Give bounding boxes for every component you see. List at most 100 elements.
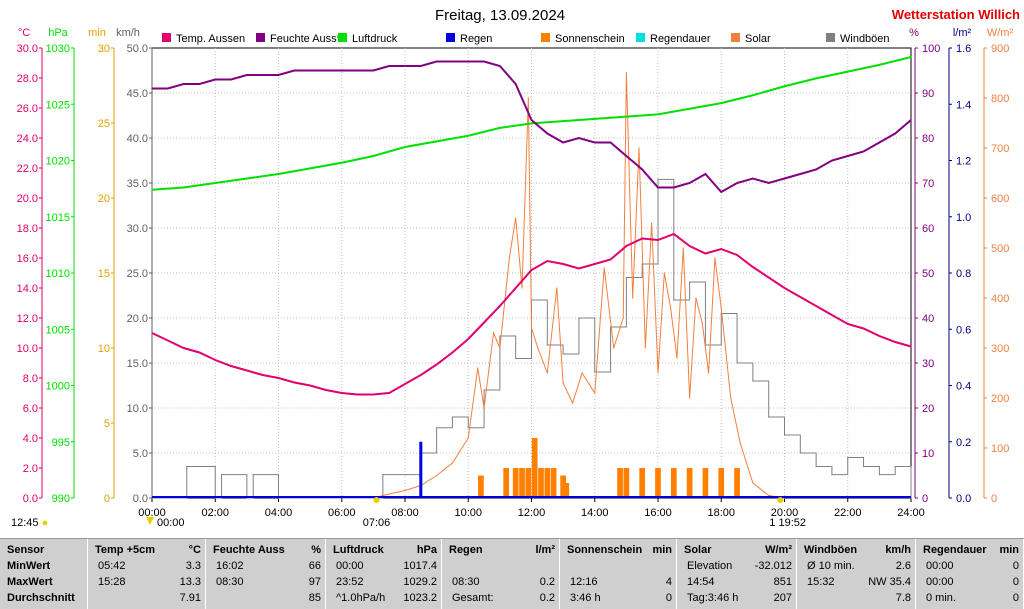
stats-col-header: Feuchte Auss%: [206, 542, 325, 558]
bar-sonnenschein: [538, 468, 544, 498]
tick-label-solar: 800: [991, 93, 1009, 105]
point-windb-en: [546, 344, 548, 346]
tick-label-press: 1000: [46, 381, 70, 393]
point-feuchte-auss: [815, 168, 817, 171]
axis-unit-rain: l/m²: [953, 27, 972, 39]
stats-col-header: Temp +5cm °C: [88, 542, 205, 558]
tick-label-hum: 50: [922, 268, 934, 280]
point-windb-en: [894, 465, 896, 468]
legend-label: Windböen: [840, 33, 890, 45]
bar-sonnenschein: [478, 475, 484, 498]
point-temp-aussen: [325, 389, 327, 391]
stats-col-header: Regen l/m²: [442, 542, 559, 558]
point-luftdruck: [720, 102, 722, 104]
stats-cell-value: 1029.2: [403, 576, 437, 588]
stats-col-unit: hPa: [416, 544, 437, 556]
stats-cell-value: 0: [665, 592, 672, 604]
tick-label-temp: 0.0: [23, 493, 38, 505]
tick-label-min: 10: [98, 343, 110, 355]
bar-sonnenschein: [560, 475, 566, 498]
stats-row: ^1.0hPa/h 1023.2: [326, 590, 441, 606]
point-temp-aussen: [451, 351, 454, 354]
point-feuchte-auss: [198, 83, 201, 85]
point-feuchte-auss: [483, 60, 485, 63]
point-feuchte-auss: [262, 74, 264, 76]
tick-label-press: 1010: [46, 268, 70, 280]
point-temp-aussen: [214, 359, 216, 361]
legend-label: Feuchte Auss*: [270, 33, 342, 45]
point-solar: [572, 402, 574, 404]
point-solar: [546, 372, 548, 374]
point-solar: [521, 287, 523, 289]
point-windb-en: [736, 362, 738, 364]
stats-row: MinWert: [0, 558, 87, 574]
stats-cell-label: 14:54: [687, 576, 715, 588]
daylength-value: 12:45: [11, 517, 39, 529]
stats-col: Luftdruck hPa 00:00 1017.4 23:52 1029.2 ^1.0hP…: [326, 539, 442, 609]
stats-cell-value: 851: [773, 576, 792, 588]
stats-row: 0 min. 0: [916, 590, 1023, 606]
point-temp-aussen: [720, 248, 722, 250]
point-feuchte-auss: [530, 119, 533, 121]
point-temp-aussen: [530, 269, 533, 271]
stats-cell-label: Durchschnitt: [7, 592, 75, 604]
sunset-label: 19:52: [779, 517, 807, 529]
tick-label-min: 25: [98, 118, 110, 130]
stats-row: 00:00 0: [916, 574, 1023, 590]
stats-row: 3:46 h 0: [560, 590, 676, 606]
stats-cell-value: 3.3: [185, 560, 201, 572]
point-solar: [739, 442, 741, 444]
stats-col-unit: W/m²: [765, 544, 792, 556]
sunset-icon: [777, 497, 784, 503]
tick-label-kmh: 10.0: [127, 403, 148, 415]
tick-label-solar: 700: [991, 143, 1009, 155]
point-temp-aussen: [467, 338, 469, 340]
axis-unit-solar: W/m²: [987, 27, 1014, 39]
point-temp-aussen: [341, 392, 343, 394]
stats-row: 15:28 13.3: [88, 574, 205, 590]
stats-row: Durchschnitt: [0, 590, 87, 606]
point-temp-aussen: [499, 305, 501, 307]
point-temp-aussen: [878, 335, 880, 337]
stats-cell-value: 7.8: [895, 592, 911, 604]
stats-col: Sonnenschein min 12:16 4 3:46 h 0: [560, 539, 677, 609]
stats-row: Ø 10 min. 2.6: [797, 558, 915, 574]
tick-label-kmh: 5.0: [133, 448, 148, 460]
point-solar: [492, 332, 495, 334]
stats-cell-label: 15:28: [98, 576, 126, 588]
point-windb-en: [578, 317, 580, 319]
stats-cell-label: 3:46 h: [570, 592, 601, 604]
tick-label-min: 5: [104, 418, 110, 430]
point-feuchte-auss: [657, 186, 659, 189]
point-feuchte-auss: [847, 155, 849, 157]
stats-cell-label: 12:16: [570, 576, 598, 588]
point-feuchte-auss: [878, 141, 880, 144]
tick-label-hum: 100: [922, 43, 940, 55]
tick-label-press: 995: [52, 437, 70, 449]
point-windb-en: [657, 178, 659, 180]
point-temp-aussen: [198, 351, 201, 354]
point-windb-en: [382, 474, 384, 476]
x-tick-label: 20:00: [771, 507, 799, 519]
stats-cell-value: 85: [308, 592, 321, 604]
point-windb-en: [752, 380, 754, 382]
x-tick-label: 10:00: [454, 507, 482, 519]
point-solar: [676, 357, 678, 359]
point-feuchte-auss: [325, 69, 327, 72]
stats-cell-value: 97: [308, 576, 321, 588]
stats-col-title: Luftdruck: [333, 544, 384, 556]
axes: 0.0 2.0 4.0 6.0 8.0 10.0 12.0 14.0 16.0 18.0 20.0 2…: [17, 27, 1014, 519]
tick-label-temp: 26.0: [17, 103, 38, 115]
stats-cell-value: 1017.4: [403, 560, 437, 572]
point-solar: [483, 407, 485, 409]
point-temp-aussen: [625, 245, 627, 247]
point-solar: [613, 347, 615, 349]
point-luftdruck: [594, 118, 596, 120]
stats-col-unit: min: [999, 544, 1019, 556]
point-temp-aussen: [309, 384, 311, 387]
stats-row: 14:54 851: [677, 574, 796, 590]
series-layer: [151, 56, 912, 499]
x-tick-label: 24:00: [897, 507, 925, 519]
tick-label-solar: 500: [991, 243, 1009, 255]
legend-swatch: [162, 33, 171, 42]
